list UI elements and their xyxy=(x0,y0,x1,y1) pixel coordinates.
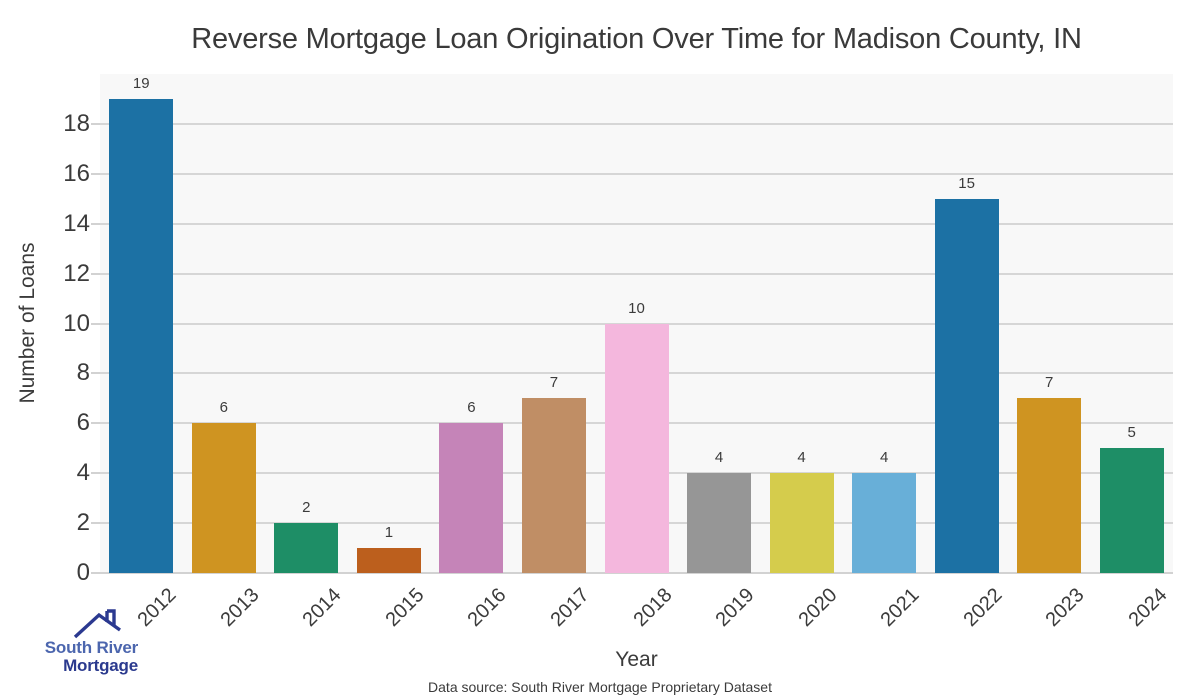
y-tick-mark xyxy=(91,422,100,425)
bar-value-label-2022: 15 xyxy=(958,174,975,192)
gridline-y12 xyxy=(100,272,1173,275)
bar-2020 xyxy=(769,473,834,573)
bar-value-label-2019: 4 xyxy=(714,449,724,467)
bar-2022 xyxy=(934,198,999,573)
bar-2023 xyxy=(1017,398,1082,573)
gridline-y16 xyxy=(100,172,1173,175)
y-tick-label: 8 xyxy=(76,359,90,387)
bar-value-label-2015: 1 xyxy=(384,524,394,542)
plot-area xyxy=(91,74,1173,574)
data-source: Data source: South River Mortgage Propri… xyxy=(428,679,772,695)
bar-2016 xyxy=(439,423,504,573)
y-tick-label: 6 xyxy=(76,409,90,437)
bar-value-label-2024: 5 xyxy=(1127,424,1136,442)
y-tick-mark xyxy=(91,122,100,125)
y-tick-label: 4 xyxy=(76,459,90,487)
logo-text-line2: Mortgage xyxy=(63,656,138,675)
y-tick-label: 16 xyxy=(63,159,90,187)
bar-value-label-2023: 7 xyxy=(1045,374,1054,392)
y-tick-mark xyxy=(91,272,100,275)
y-axis-title: Number of Loans xyxy=(16,242,39,404)
bar-value-label-2021: 4 xyxy=(879,449,889,467)
gridline-y18 xyxy=(100,122,1173,125)
y-tick-mark xyxy=(91,222,100,225)
bar-value-label-2012: 19 xyxy=(132,74,150,92)
bar-2024 xyxy=(1099,448,1164,573)
bar-value-label-2017: 7 xyxy=(549,374,559,392)
y-tick-label: 14 xyxy=(63,209,90,237)
y-tick-mark xyxy=(91,372,100,375)
y-tick-mark xyxy=(91,572,100,574)
y-tick-mark xyxy=(91,172,100,175)
house-roof-icon xyxy=(73,609,121,639)
y-tick-mark xyxy=(91,472,100,475)
chart-title: Reverse Mortgage Loan Origination Over T… xyxy=(191,23,1082,55)
y-tick-label: 12 xyxy=(63,259,90,287)
bar-value-label-2018: 10 xyxy=(628,299,645,317)
y-tick-mark xyxy=(91,522,100,525)
bar-value-label-2014: 2 xyxy=(302,499,311,517)
bar-2019 xyxy=(687,473,752,573)
y-tick-label: 0 xyxy=(76,559,90,586)
bar-value-label-2020: 4 xyxy=(797,449,806,467)
y-tick-label: 10 xyxy=(63,309,90,337)
bar-value-label-2016: 6 xyxy=(467,399,476,417)
bar-2017 xyxy=(521,398,586,573)
y-tick-label: 2 xyxy=(76,509,90,537)
y-tick-label: 18 xyxy=(63,109,90,137)
bar-2014 xyxy=(274,523,339,573)
x-axis-line xyxy=(100,572,1173,574)
bar-2021 xyxy=(852,473,917,573)
gridline-y14 xyxy=(100,222,1173,225)
y-tick-mark xyxy=(91,322,100,325)
bar-2012 xyxy=(109,98,174,573)
x-axis-title: Year xyxy=(615,648,658,671)
bar-value-label-2013: 6 xyxy=(219,399,228,417)
logo: South River Mortgage xyxy=(20,609,138,675)
logo-text-line1: South River xyxy=(44,638,138,657)
bar-2018 xyxy=(604,323,669,573)
bar-2015 xyxy=(356,548,421,573)
bar-2013 xyxy=(191,423,256,573)
